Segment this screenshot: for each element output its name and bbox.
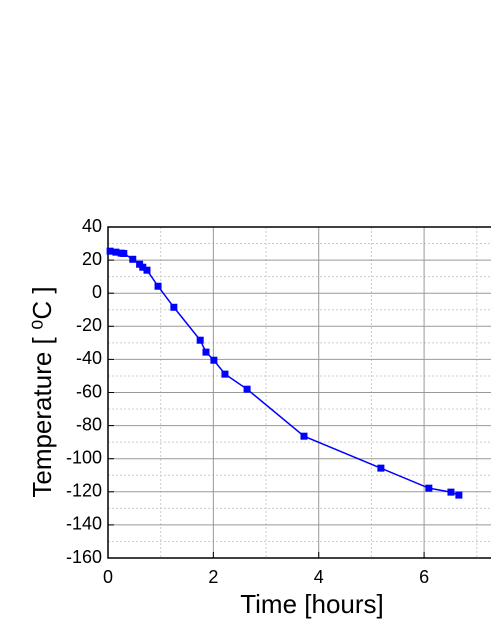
x-tick-label: 4 bbox=[314, 567, 324, 587]
y-tick-label: -40 bbox=[76, 348, 102, 368]
y-tick-label: 40 bbox=[82, 216, 102, 236]
data-point bbox=[154, 282, 162, 290]
data-point bbox=[106, 247, 114, 255]
data-point bbox=[210, 356, 218, 364]
data-point bbox=[196, 336, 204, 344]
data-point bbox=[170, 303, 178, 311]
data-point bbox=[377, 464, 385, 472]
y-tick-label: -80 bbox=[76, 414, 102, 434]
data-point bbox=[447, 488, 455, 496]
x-tick-label: 0 bbox=[103, 567, 113, 587]
data-point bbox=[202, 348, 210, 356]
data-point bbox=[243, 385, 251, 393]
data-point bbox=[112, 248, 120, 256]
y-tick-label: -140 bbox=[66, 514, 102, 534]
y-tick-label: -60 bbox=[76, 381, 102, 401]
data-point bbox=[300, 432, 308, 440]
data-point bbox=[139, 263, 147, 271]
x-axis-label: Time [hours] bbox=[240, 589, 384, 619]
y-tick-label: 0 bbox=[92, 282, 102, 302]
y-tick-label: -20 bbox=[76, 315, 102, 335]
y-tick-label: -120 bbox=[66, 481, 102, 501]
data-point bbox=[425, 484, 433, 492]
data-point bbox=[221, 370, 229, 378]
y-axis-label: Temperature [ ⁰C ] bbox=[27, 286, 57, 497]
x-tick-label: 6 bbox=[419, 567, 429, 587]
x-tick-label: 2 bbox=[208, 567, 218, 587]
data-point bbox=[120, 249, 128, 257]
y-tick-label: 20 bbox=[82, 249, 102, 269]
data-point bbox=[129, 255, 137, 263]
axis-frame bbox=[107, 226, 491, 559]
y-tick-label: -100 bbox=[66, 447, 102, 467]
data-point bbox=[455, 491, 463, 499]
data-point bbox=[143, 266, 151, 274]
y-tick-label: -160 bbox=[66, 547, 102, 567]
